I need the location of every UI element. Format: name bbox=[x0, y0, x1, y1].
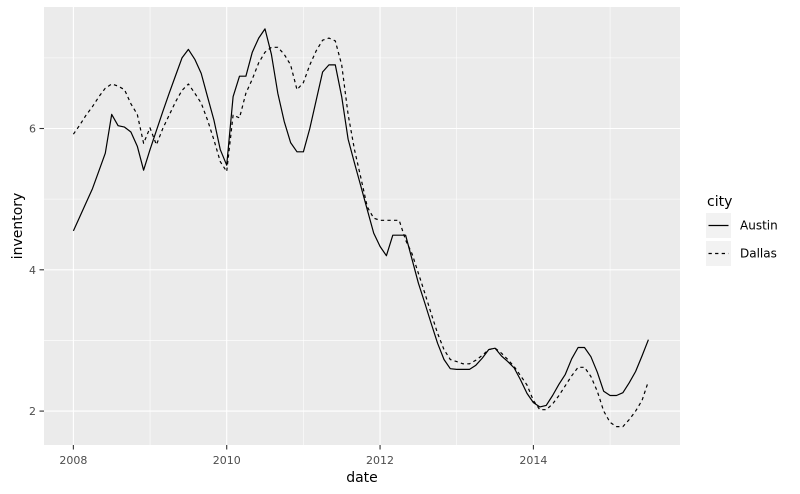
plot-panel bbox=[44, 7, 680, 445]
legend-label-austin: Austin bbox=[740, 219, 778, 233]
x-tick-label: 2012 bbox=[366, 454, 394, 467]
series-line-dallas bbox=[72, 37, 649, 428]
y-tick-label: 2 bbox=[29, 405, 36, 418]
series-line-austin bbox=[72, 28, 649, 408]
plot-panel-layer bbox=[44, 7, 680, 445]
legend-entry-austin: Austin bbox=[706, 213, 778, 238]
x-tick-label: 2008 bbox=[59, 454, 87, 467]
y-tick-label: 4 bbox=[29, 264, 36, 277]
x-tick-label: 2014 bbox=[519, 454, 547, 467]
axis-tick-labels: 2008 2010 2012 2014 2 4 6 bbox=[29, 123, 547, 467]
legend-title: city bbox=[707, 194, 732, 210]
legend-label-dallas: Dallas bbox=[740, 247, 777, 261]
y-axis-title: inventory bbox=[10, 193, 26, 260]
x-tick-label: 2010 bbox=[213, 454, 241, 467]
legend-entry-dallas: Dallas bbox=[706, 241, 777, 266]
series-lines bbox=[72, 28, 649, 428]
x-axis-title: date bbox=[346, 470, 378, 486]
y-tick-label: 6 bbox=[29, 123, 36, 136]
minor-gridlines bbox=[44, 7, 680, 445]
legend: city Austin Dallas bbox=[706, 194, 778, 266]
axis-tick-marks bbox=[39, 127, 534, 450]
